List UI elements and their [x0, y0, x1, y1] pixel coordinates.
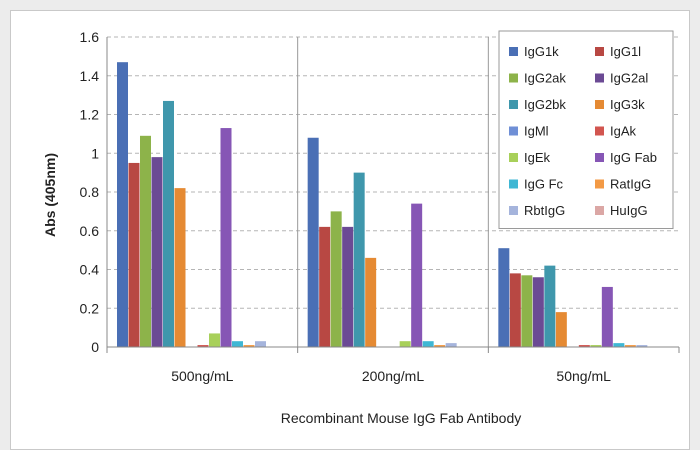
bar-igg1l: [319, 226, 331, 347]
legend-swatch: [509, 153, 518, 162]
y-axis-label: Abs (405nm): [42, 153, 58, 237]
bars: [117, 62, 648, 347]
legend-label: IgG2al: [610, 71, 648, 86]
bar-igg-fab: [411, 203, 423, 347]
category-label: 200ng/mL: [362, 368, 424, 384]
legend-label: IgMl: [524, 124, 549, 139]
legend-label: HuIgG: [610, 203, 648, 218]
legend-label: IgG2bk: [524, 97, 566, 112]
chart-frame: 0 0.2 0.4 0.6 0.8 1 1.2 1.4 1.6 500ng/mL 200ng/mL…: [10, 10, 690, 450]
bar-igg2bk: [163, 100, 174, 347]
y-axis-ticks: 0 0.2 0.4 0.6 0.8 1 1.2 1.4 1.6: [80, 29, 100, 355]
legend-label: RatIgG: [610, 177, 651, 192]
bar-igg-fab: [220, 128, 232, 347]
bar-igg1k: [117, 62, 128, 347]
bar-igg1l: [128, 162, 140, 347]
legend-label: IgEk: [524, 150, 551, 165]
category-label: 50ng/mL: [556, 368, 611, 384]
y-tick-label: 1: [91, 145, 99, 161]
bar-igg-fab: [601, 286, 613, 347]
bar-igg-fc: [422, 341, 434, 347]
y-tick-label: 1.6: [80, 29, 100, 45]
bar-igg2al: [532, 277, 544, 347]
y-tick-label: 0.6: [80, 223, 100, 239]
bar-igak: [197, 345, 209, 347]
bar-igg2ak: [330, 211, 342, 347]
legend-swatch: [595, 100, 604, 109]
bar-igg1k: [498, 248, 510, 347]
legend-swatch: [509, 73, 518, 83]
legend-box: [498, 30, 674, 229]
bar-igg3k: [365, 257, 377, 347]
legend-label: IgG Fc: [524, 177, 564, 192]
category-label: 500ng/mL: [171, 368, 233, 384]
legend-label: IgG2ak: [524, 71, 566, 86]
legend-swatch: [509, 47, 518, 56]
legend-swatch: [595, 73, 604, 83]
legend-swatch: [595, 206, 604, 215]
legend-label: IgG3k: [610, 97, 645, 112]
bar-rbtigg: [255, 341, 266, 347]
bar-igg2bk: [353, 172, 365, 347]
legend-swatch: [509, 179, 518, 189]
bar-igg2bk: [544, 265, 556, 347]
y-tick-label: 0.8: [80, 184, 100, 200]
x-axis-label: Recombinant Mouse IgG Fab Antibody: [281, 410, 521, 426]
legend-swatch: [595, 179, 604, 189]
bar-rbtigg: [636, 345, 648, 347]
bar-ratigg: [624, 345, 636, 347]
legend-label: IgG1l: [610, 44, 641, 59]
bar-igg2al: [151, 157, 163, 347]
bar-ratigg: [243, 345, 255, 347]
bar-rbtigg: [445, 343, 457, 347]
legend-label: IgG1k: [524, 44, 559, 59]
bar-igg2al: [342, 226, 354, 347]
bar-igg1l: [509, 273, 521, 347]
bar-igek: [209, 333, 220, 347]
legend-label: RbtIgG: [524, 203, 565, 218]
bar-igak: [578, 345, 590, 347]
legend-swatch: [595, 126, 604, 136]
legend-swatch: [509, 126, 518, 136]
y-tick-label: 0: [91, 339, 99, 355]
legend-swatch: [509, 206, 518, 215]
bar-igg-fc: [232, 341, 243, 347]
bar-igg-fc: [613, 343, 625, 347]
legend-label: IgAk: [610, 124, 637, 139]
bar-ratigg: [434, 345, 446, 347]
x-axis-categories: 500ng/mL 200ng/mL 50ng/mL: [171, 368, 611, 384]
y-tick-label: 0.2: [80, 300, 100, 316]
legend-swatch: [595, 47, 604, 56]
bar-igg2ak: [521, 275, 533, 347]
legend-swatch: [509, 100, 518, 109]
bar-igek: [399, 341, 411, 347]
legend-label: IgG Fab: [610, 150, 657, 165]
legend-swatch: [595, 153, 604, 162]
y-tick-label: 1.2: [80, 107, 100, 123]
y-tick-label: 0.4: [80, 262, 100, 278]
bar-chart: 0 0.2 0.4 0.6 0.8 1 1.2 1.4 1.6 500ng/mL 200ng/mL…: [42, 29, 680, 426]
bar-igg2ak: [140, 135, 151, 347]
bar-igek: [590, 345, 602, 347]
bar-igg3k: [174, 188, 186, 347]
legend: IgG1k IgG1l IgG2ak IgG2al IgG2bk IgG3k IgMl IgA…: [498, 30, 674, 229]
axes: [106, 37, 680, 353]
bar-igg1k: [307, 137, 319, 347]
y-tick-label: 1.4: [80, 68, 100, 84]
bar-igg3k: [555, 312, 567, 347]
